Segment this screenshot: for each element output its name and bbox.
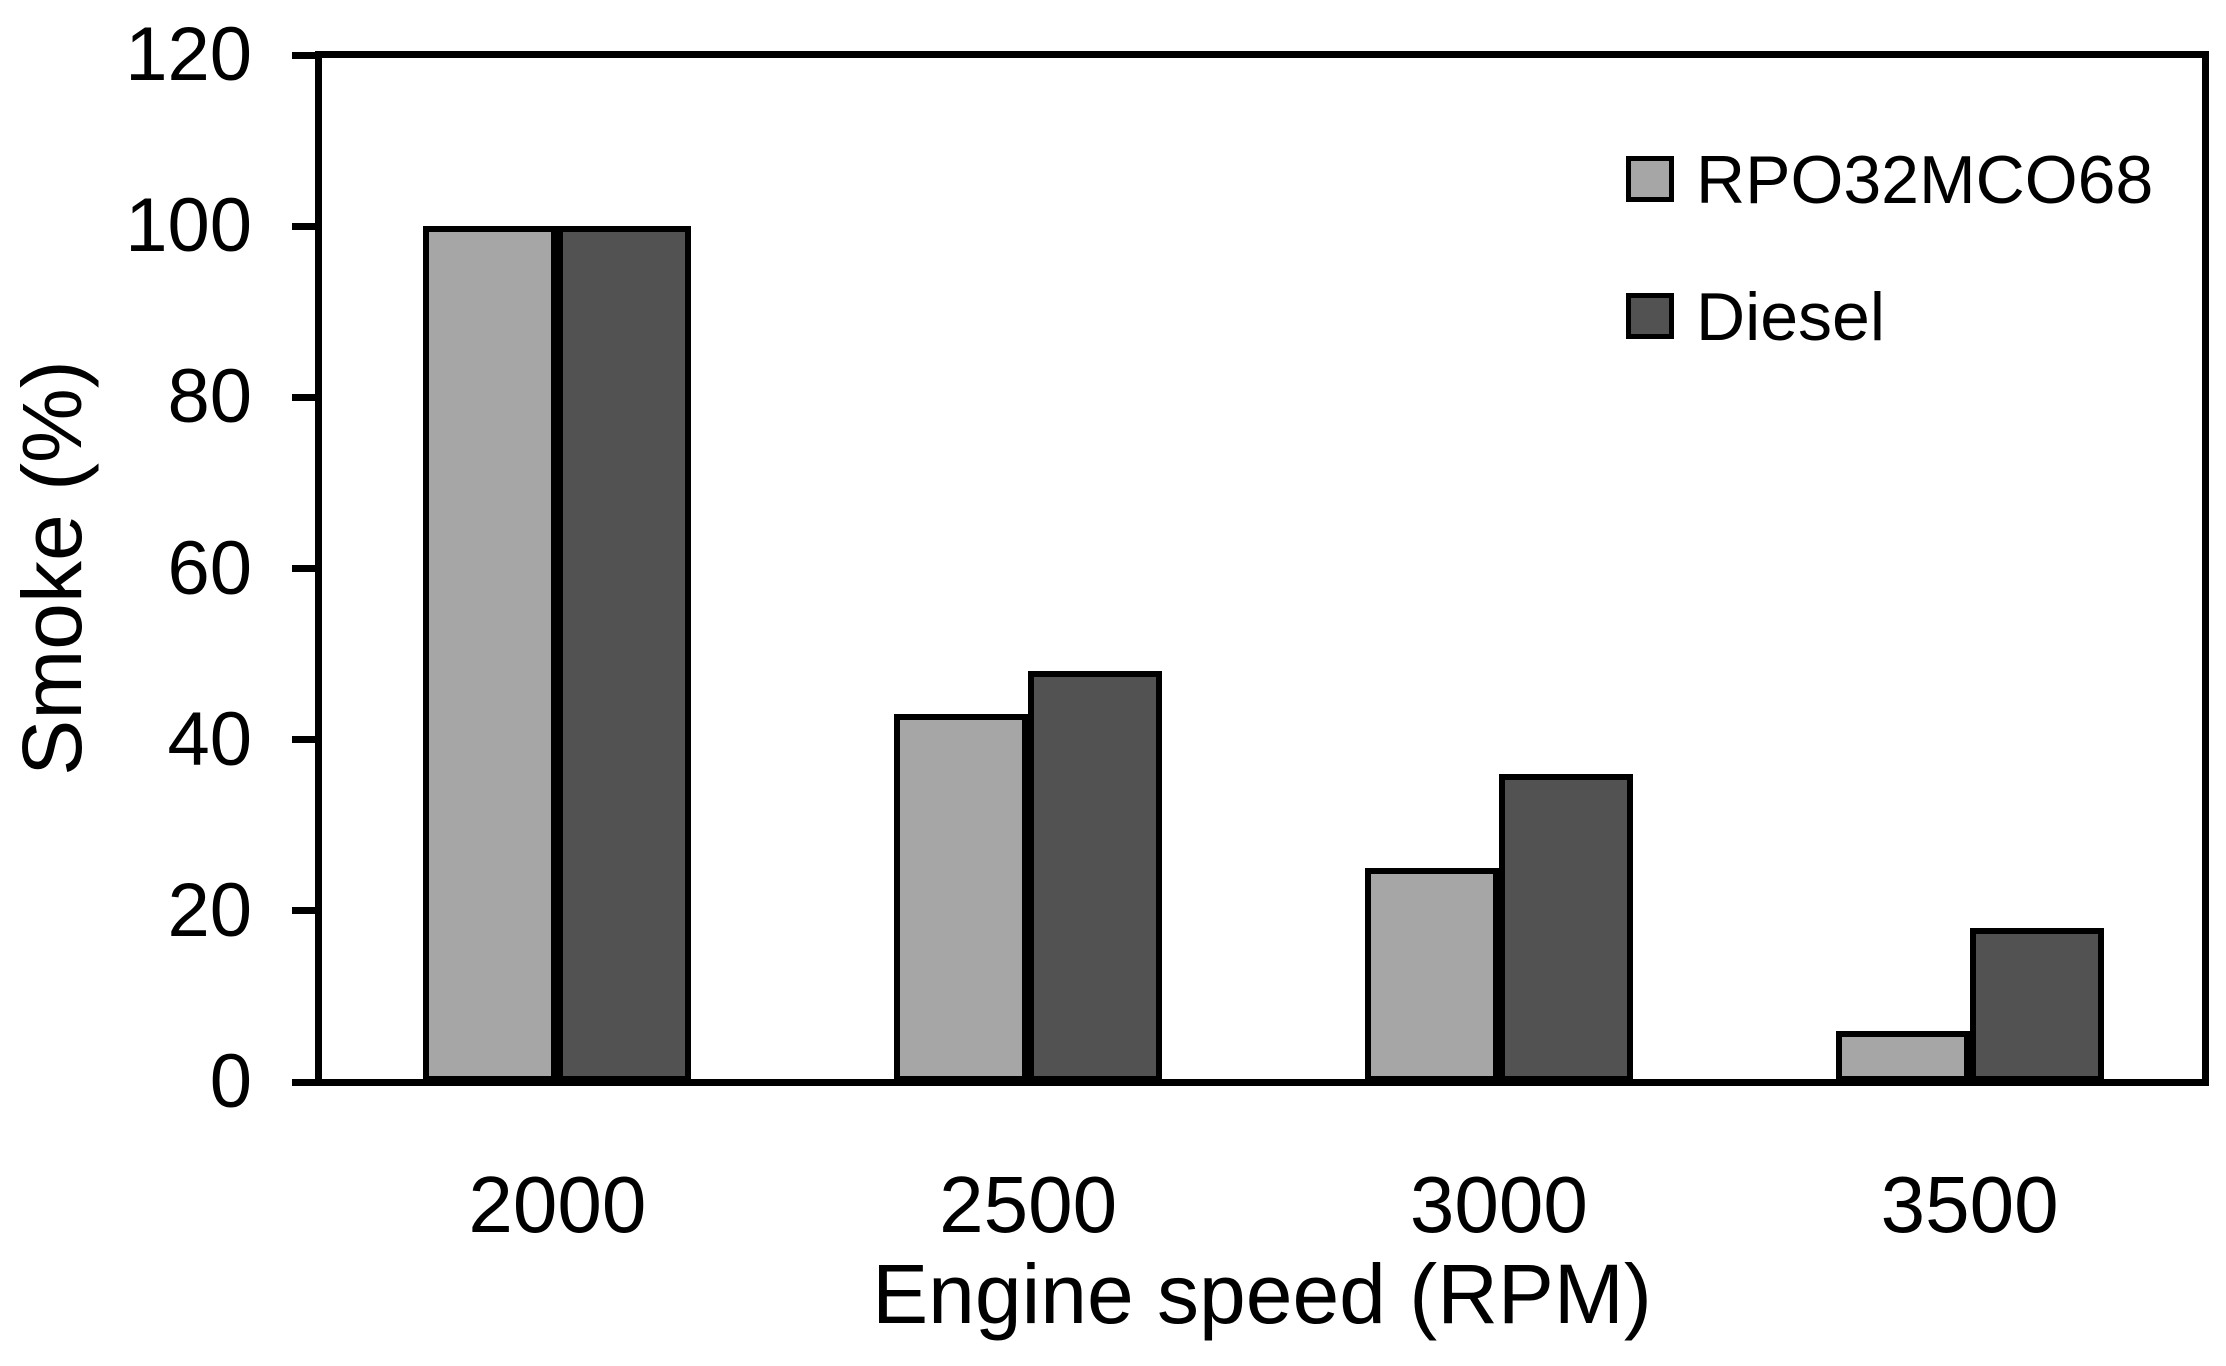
y-tick-label: 20 — [167, 867, 252, 953]
legend-swatch-diesel — [1626, 293, 1674, 339]
y-axis-tick — [292, 1078, 322, 1086]
bar-rpo32mco68-2500 — [894, 713, 1029, 1082]
bar-diesel-2000 — [557, 226, 692, 1082]
bar-diesel-2500 — [1028, 671, 1163, 1082]
y-tick-label: 0 — [209, 1039, 252, 1124]
y-axis-tick — [292, 907, 322, 915]
bar-rpo32mco68-3000 — [1364, 868, 1499, 1082]
x-axis-title: Engine speed (RPM) — [872, 1247, 1652, 1341]
legend-label-diesel: Diesel — [1696, 279, 1885, 355]
y-axis-tick — [292, 222, 322, 230]
legend-label-rpo32mco68: RPO32MCO68 — [1696, 142, 2154, 218]
y-tick-label: 100 — [125, 183, 252, 269]
x-tick-label: 2500 — [939, 1160, 1118, 1249]
y-axis-tick — [292, 393, 322, 401]
legend-swatch-rpo32mco68 — [1626, 156, 1674, 202]
bar-diesel-3000 — [1498, 773, 1633, 1082]
y-axis-tick — [292, 736, 322, 744]
bar-rpo32mco68-2000 — [423, 226, 558, 1082]
y-axis-tick — [292, 565, 322, 572]
bar-rpo32mco68-3500 — [1835, 1030, 1970, 1082]
y-axis-tick — [292, 51, 322, 59]
y-tick-label: 60 — [167, 525, 252, 611]
x-tick-label: 3000 — [1409, 1160, 1588, 1249]
bar-diesel-3500 — [1969, 927, 2104, 1082]
y-tick-label: 80 — [167, 354, 252, 440]
y-tick-label: 120 — [125, 12, 252, 97]
x-tick-label: 2000 — [468, 1160, 647, 1249]
y-tick-label: 40 — [167, 696, 252, 782]
x-tick-label: 3500 — [1880, 1160, 2059, 1249]
